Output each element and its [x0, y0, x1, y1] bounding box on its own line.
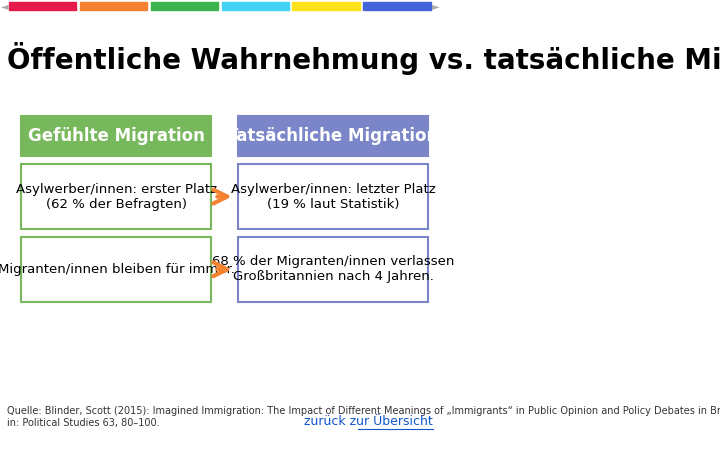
FancyBboxPatch shape — [22, 164, 211, 229]
Text: Gefühlte Migration: Gefühlte Migration — [27, 127, 204, 145]
Text: ►: ► — [432, 1, 439, 11]
Text: Asylwerber/innen: erster Platz
(62 % der Befragten): Asylwerber/innen: erster Platz (62 % der… — [16, 183, 217, 211]
FancyBboxPatch shape — [238, 117, 428, 156]
Text: Asylwerber/innen: letzter Platz
(19 % laut Statistik): Asylwerber/innen: letzter Platz (19 % la… — [230, 183, 436, 211]
Text: 68 % der Migranten/innen verlassen
Großbritannien nach 4 Jahren.: 68 % der Migranten/innen verlassen Großb… — [212, 255, 454, 283]
Bar — [9, 2, 76, 10]
FancyBboxPatch shape — [22, 117, 211, 156]
FancyBboxPatch shape — [238, 164, 428, 229]
Text: zurück zur Übersicht: zurück zur Übersicht — [304, 415, 433, 428]
Text: ◄: ◄ — [1, 1, 8, 11]
Bar — [150, 2, 218, 10]
Text: Quelle: Blinder, Scott (2015): Imagined Immigration: The Impact of Different Mea: Quelle: Blinder, Scott (2015): Imagined … — [7, 406, 720, 428]
Bar — [79, 2, 148, 10]
Bar — [292, 2, 361, 10]
Bar — [222, 2, 289, 10]
Text: Tatsächliche Migration: Tatsächliche Migration — [228, 127, 438, 145]
Text: Öffentliche Wahrnehmung vs. tatsächliche Migration: Öffentliche Wahrnehmung vs. tatsächliche… — [7, 42, 720, 75]
FancyBboxPatch shape — [238, 237, 428, 302]
Text: Migranten/innen bleiben für immer.: Migranten/innen bleiben für immer. — [0, 263, 235, 276]
FancyBboxPatch shape — [22, 237, 211, 302]
Bar — [364, 2, 431, 10]
